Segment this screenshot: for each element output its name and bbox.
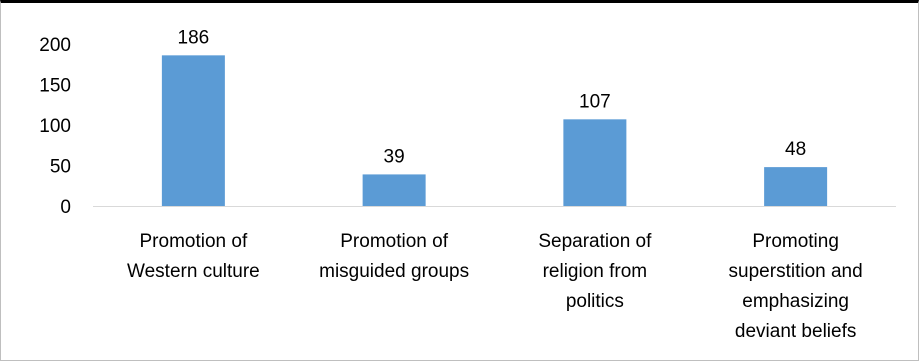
bars <box>161 55 828 207</box>
bar <box>362 174 426 206</box>
category-label-line: Promoting <box>752 231 839 252</box>
data-labels: 186 39 107 48 <box>178 27 807 167</box>
y-tick-label: 50 <box>50 157 71 178</box>
category-label-line: emphasizing <box>742 291 849 312</box>
category-label-line: politics <box>566 291 624 312</box>
y-tick-label: 150 <box>39 76 71 97</box>
category-label-line: Western culture <box>127 261 260 282</box>
category-label: Promotion of misguided groups <box>319 231 469 282</box>
category-label: Separation of religion from politics <box>538 231 652 312</box>
bar-chart: 0 50 100 150 200 186 39 107 48 Promotion of West… <box>39 27 896 342</box>
category-label-line: Separation of <box>538 231 652 252</box>
category-label-line: Promotion of <box>140 231 248 252</box>
category-label-line: misguided groups <box>319 261 469 282</box>
bar <box>161 55 225 207</box>
y-tick-label: 0 <box>60 197 71 218</box>
category-labels: Promotion of Western culture Promotion of m… <box>127 231 863 342</box>
data-label: 48 <box>785 139 806 160</box>
bar <box>563 119 627 206</box>
y-tick-label: 200 <box>39 35 71 56</box>
category-label-line: deviant beliefs <box>735 321 856 342</box>
y-axis-ticks: 0 50 100 150 200 <box>39 35 71 218</box>
category-label: Promotion of Western culture <box>127 231 260 282</box>
category-label: Promoting superstition and emphasizing devi… <box>729 231 863 342</box>
data-label: 39 <box>384 146 405 167</box>
category-label-line: Promotion of <box>340 231 448 252</box>
bar <box>764 167 828 206</box>
data-label: 107 <box>579 91 611 112</box>
category-label-line: superstition and <box>729 261 863 282</box>
data-label: 186 <box>178 27 210 48</box>
y-tick-label: 100 <box>39 116 71 137</box>
category-label-line: religion from <box>543 261 648 282</box>
